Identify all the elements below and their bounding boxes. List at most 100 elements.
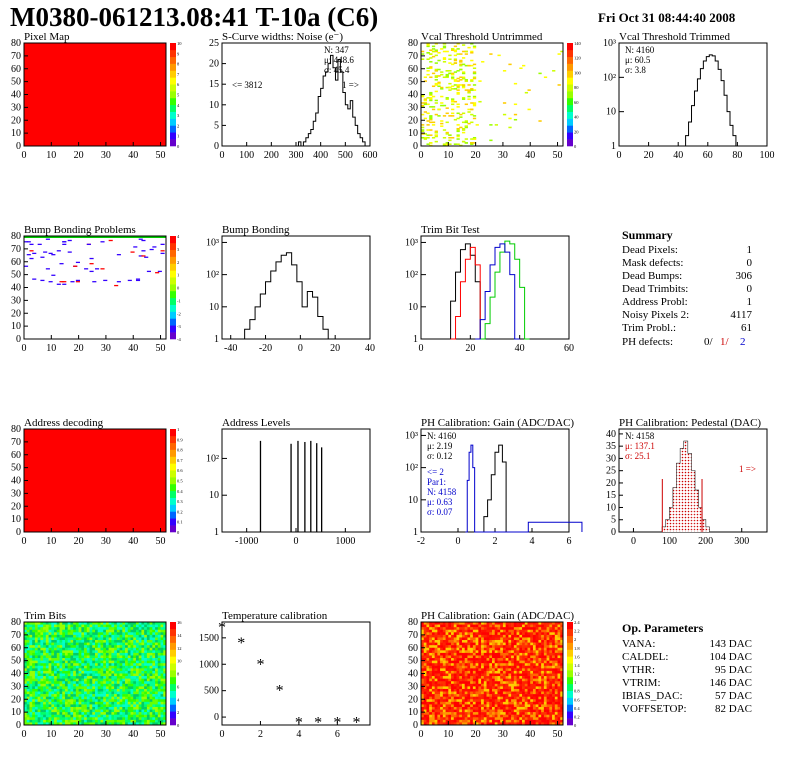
heatmap-cell xyxy=(111,694,115,697)
heatmap-cell xyxy=(70,714,74,718)
heatmap-cell xyxy=(475,686,479,690)
heatmap-cell xyxy=(448,640,452,643)
heatmap-cell xyxy=(502,627,506,631)
heatmap-cell xyxy=(511,722,515,726)
heatmap-cell xyxy=(461,709,465,713)
heatmap-cell xyxy=(524,627,528,631)
heatmap-cell xyxy=(467,632,471,636)
heatmap-cell xyxy=(138,627,142,631)
heatmap-cell xyxy=(423,709,427,713)
heatmap-cell xyxy=(538,647,542,651)
heatmap-cell xyxy=(437,670,441,674)
heatmap-cell xyxy=(95,709,99,713)
heatmap-cell xyxy=(40,279,45,282)
heatmap-cell xyxy=(141,701,145,705)
heatmap-cell xyxy=(470,80,474,82)
colorbar-tick-label: 7 xyxy=(177,72,180,77)
heatmap-cell xyxy=(431,670,435,674)
heatmap-cell xyxy=(75,696,79,700)
heatmap-cell xyxy=(511,683,515,687)
heatmap-cell xyxy=(489,632,493,636)
heatmap-cell xyxy=(527,645,531,649)
heatmap-cell xyxy=(149,665,153,669)
heatmap-cell xyxy=(451,694,455,697)
heatmap-cell xyxy=(59,694,63,697)
heatmap-cell xyxy=(481,701,485,705)
heatmap-cell xyxy=(472,663,476,667)
heatmap-cell xyxy=(489,647,493,651)
heatmap-cell xyxy=(459,719,463,723)
heatmap-cell xyxy=(73,704,77,708)
heatmap-cell xyxy=(45,634,49,638)
heatmap-cell xyxy=(67,696,71,700)
heatmap-cell xyxy=(34,676,38,679)
heatmap-cell xyxy=(492,627,496,631)
heatmap-cell xyxy=(470,650,474,654)
heatmap-cell xyxy=(516,722,520,726)
heatmap-cell xyxy=(472,89,477,91)
heatmap-cell xyxy=(59,645,63,649)
heatmap-cell xyxy=(70,647,74,651)
heatmap-cell xyxy=(32,676,36,679)
colorbar-tick-label: 2 xyxy=(177,710,179,715)
colorbar-segment xyxy=(567,91,573,99)
heatmap-cell xyxy=(103,655,107,659)
heatmap-cell xyxy=(43,634,47,638)
heatmap-cell xyxy=(464,699,468,703)
heatmap-cell xyxy=(481,624,485,628)
heatmap-cell xyxy=(448,652,452,656)
heatmap-cell xyxy=(421,712,425,715)
heatmap-cell xyxy=(67,688,71,692)
heatmap-cell xyxy=(160,681,164,685)
heatmap-cell xyxy=(486,670,490,674)
heatmap-cell xyxy=(511,694,515,697)
heatmap-cell xyxy=(442,660,446,664)
heatmap-cell xyxy=(467,652,471,656)
heatmap-cell xyxy=(84,655,88,659)
heatmap-cell xyxy=(541,709,545,713)
heatmap-cell xyxy=(70,670,74,674)
heatmap-cell xyxy=(546,645,550,649)
heatmap-cell xyxy=(78,637,82,641)
heatmap-cell xyxy=(32,694,36,697)
scatter-point: * xyxy=(353,714,361,731)
heatmap-cell xyxy=(43,640,47,643)
heatmap-cell xyxy=(95,717,99,721)
heatmap-cell xyxy=(541,637,545,641)
heatmap-cell xyxy=(108,655,112,659)
heatmap-cell xyxy=(114,284,119,287)
heatmap-cell xyxy=(546,665,550,669)
heatmap-cell xyxy=(103,645,107,649)
heatmap-cell xyxy=(472,142,477,144)
heatmap-cell xyxy=(67,637,71,641)
heatmap-cell xyxy=(505,722,509,726)
heatmap-cell xyxy=(478,80,482,82)
heatmap-cell xyxy=(530,632,534,636)
heatmap-cell xyxy=(453,637,457,641)
heatmap-cell xyxy=(73,696,77,700)
heatmap-cell xyxy=(95,637,99,641)
heatmap-cell xyxy=(130,629,134,633)
heatmap-cell xyxy=(442,717,446,721)
heatmap-cell xyxy=(459,704,463,708)
heatmap-cell xyxy=(552,660,556,664)
heatmap-cell xyxy=(108,665,112,669)
heatmap-cell xyxy=(141,624,145,628)
heatmap-cell xyxy=(431,72,436,75)
heatmap-cell xyxy=(522,688,526,692)
heatmap-cell xyxy=(538,645,542,649)
heatmap-cell xyxy=(549,629,553,633)
heatmap-cell xyxy=(26,655,30,659)
heatmap-cell xyxy=(86,642,90,646)
heatmap-cell xyxy=(442,129,447,131)
heatmap-cell xyxy=(524,670,528,674)
overflow-label: 1 => xyxy=(342,80,359,90)
heatmap-cell xyxy=(464,709,468,713)
heatmap-cell xyxy=(442,673,446,677)
y-tick-label: 40 xyxy=(11,669,21,680)
heatmap-cell xyxy=(453,645,457,649)
heatmap-cell xyxy=(32,688,36,692)
heatmap-cell xyxy=(538,655,542,659)
heatmap-cell xyxy=(535,699,539,703)
heatmap-cell xyxy=(426,691,430,695)
